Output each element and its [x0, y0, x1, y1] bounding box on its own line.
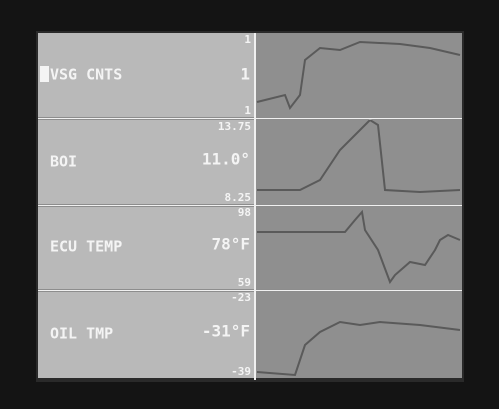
max: -23 — [231, 291, 251, 304]
trace — [256, 40, 461, 111]
cursor — [40, 66, 49, 82]
trace — [257, 209, 461, 285]
min: 8.25 — [225, 191, 252, 204]
label: OIL TMP — [50, 325, 113, 343]
trace-area — [256, 207, 462, 289]
value: 11.0° — [202, 150, 250, 169]
trace — [256, 320, 461, 377]
value: 78°F — [211, 235, 250, 254]
label: VSG CNTS — [50, 66, 122, 84]
readout-area — [38, 292, 254, 378]
trace-area — [256, 292, 462, 378]
label: BOI — [50, 153, 77, 171]
readout-area — [38, 33, 254, 117]
min: 1 — [244, 104, 251, 117]
readout-area — [38, 120, 254, 204]
max: 13.75 — [218, 120, 251, 133]
value: -31°F — [202, 322, 250, 341]
min: -39 — [231, 365, 251, 378]
panel: BOI 11.0° 13.75 8.25 — [38, 118, 462, 204]
max: 98 — [238, 206, 251, 219]
panel: OIL TMP -31°F -23 -39 — [38, 291, 462, 378]
readout-area — [38, 207, 254, 289]
min: 59 — [238, 276, 251, 289]
value: 1 — [240, 65, 250, 84]
trace-area — [256, 33, 462, 117]
label: ECU TEMP — [50, 238, 122, 256]
trace — [257, 118, 461, 194]
max: 1 — [244, 33, 251, 46]
panel: ECU TEMP 78°F 98 59 — [38, 206, 462, 289]
panel: VSG CNTS 1 1 1 — [38, 33, 462, 117]
